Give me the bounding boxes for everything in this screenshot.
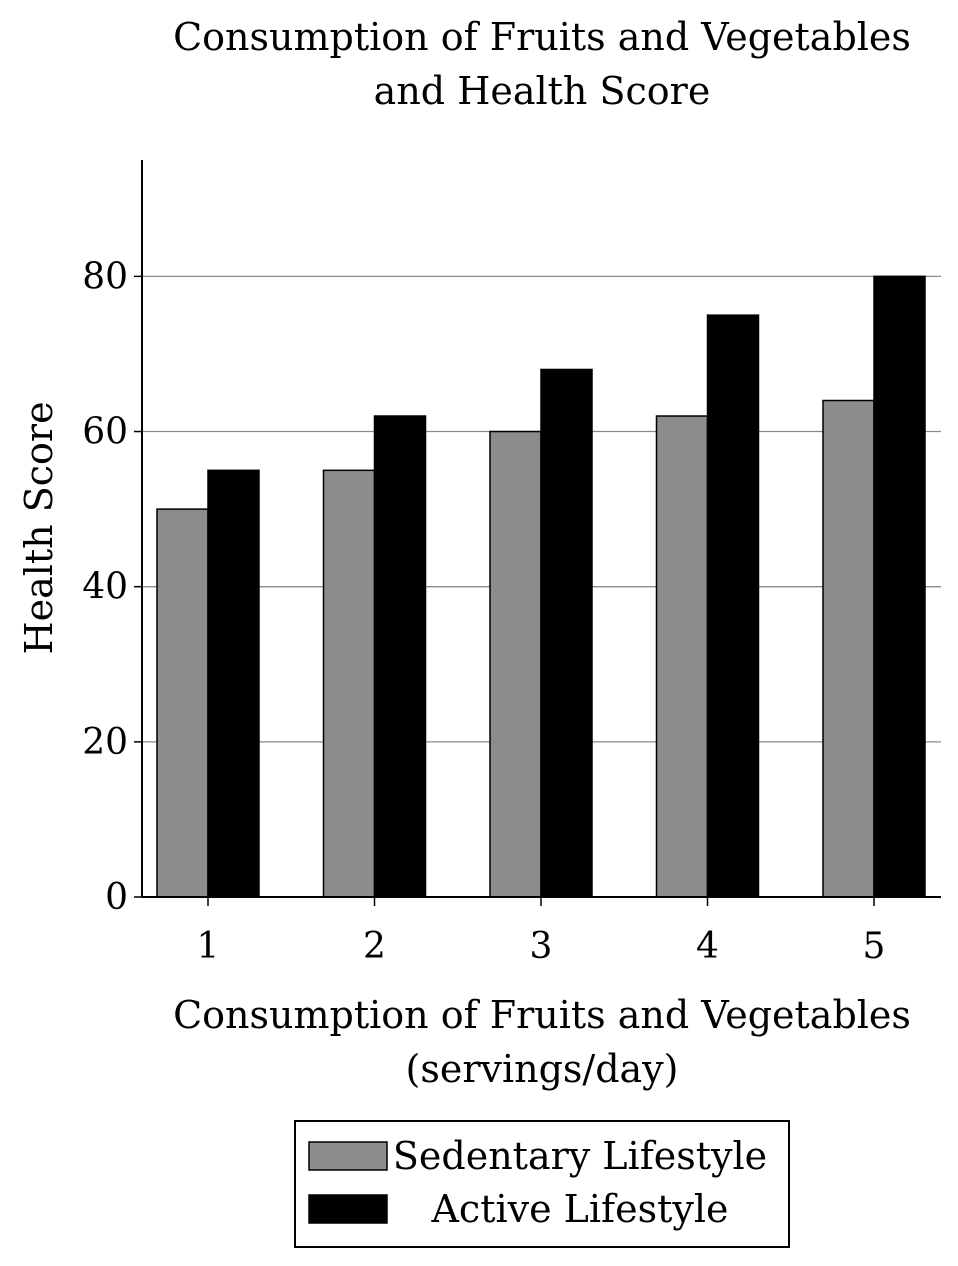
chart-title-line-2: and Health Score: [374, 69, 711, 113]
y-axis-label: Health Score: [17, 401, 61, 654]
bar-sedentary-lifestyle-3: [489, 430, 542, 898]
legend-label-sedentary: Sedentary Lifestyle: [393, 1134, 767, 1178]
bar-sedentary-lifestyle-5: [822, 399, 875, 898]
chart-title-line-1: Consumption of Fruits and Vegetables: [173, 15, 911, 59]
legend-label-active: Active Lifestyle: [430, 1187, 728, 1231]
bar-active-lifestyle-1: [207, 469, 260, 898]
x-tick-label-1: 1: [197, 926, 220, 967]
bar-sedentary-lifestyle-4: [655, 415, 709, 898]
x-axis-label-line-1: Consumption of Fruits and Vegetables: [173, 993, 911, 1037]
bar-active-lifestyle-5: [873, 275, 926, 898]
x-tick-labels: 1 2 3 4 5: [197, 897, 886, 967]
bar-active-lifestyle-4: [706, 314, 760, 898]
y-tick-label-60: 60: [82, 412, 128, 453]
bars: [156, 275, 926, 898]
y-tick-label-80: 80: [82, 256, 128, 297]
bar-active-lifestyle-2: [373, 415, 427, 898]
bar-sedentary-lifestyle-2: [322, 469, 376, 898]
y-tick-label-20: 20: [82, 722, 128, 763]
x-tick-label-3: 3: [530, 926, 553, 967]
x-axis-label-line-2: (servings/day): [406, 1047, 679, 1091]
bar-active-lifestyle-3: [540, 368, 593, 898]
y-tick-label-40: 40: [82, 567, 128, 608]
x-tick-label-4: 4: [696, 926, 719, 967]
y-tick-label-0: 0: [105, 877, 128, 918]
x-tick-label-2: 2: [363, 926, 386, 967]
legend-swatch-active: [308, 1194, 388, 1224]
legend-swatch-sedentary: [308, 1141, 388, 1171]
bar-sedentary-lifestyle-1: [156, 508, 209, 898]
y-tick-labels: 0 20 40 60 80: [82, 256, 142, 918]
x-tick-label-5: 5: [863, 926, 886, 967]
legend: Sedentary Lifestyle Active Lifestyle: [294, 1120, 790, 1248]
